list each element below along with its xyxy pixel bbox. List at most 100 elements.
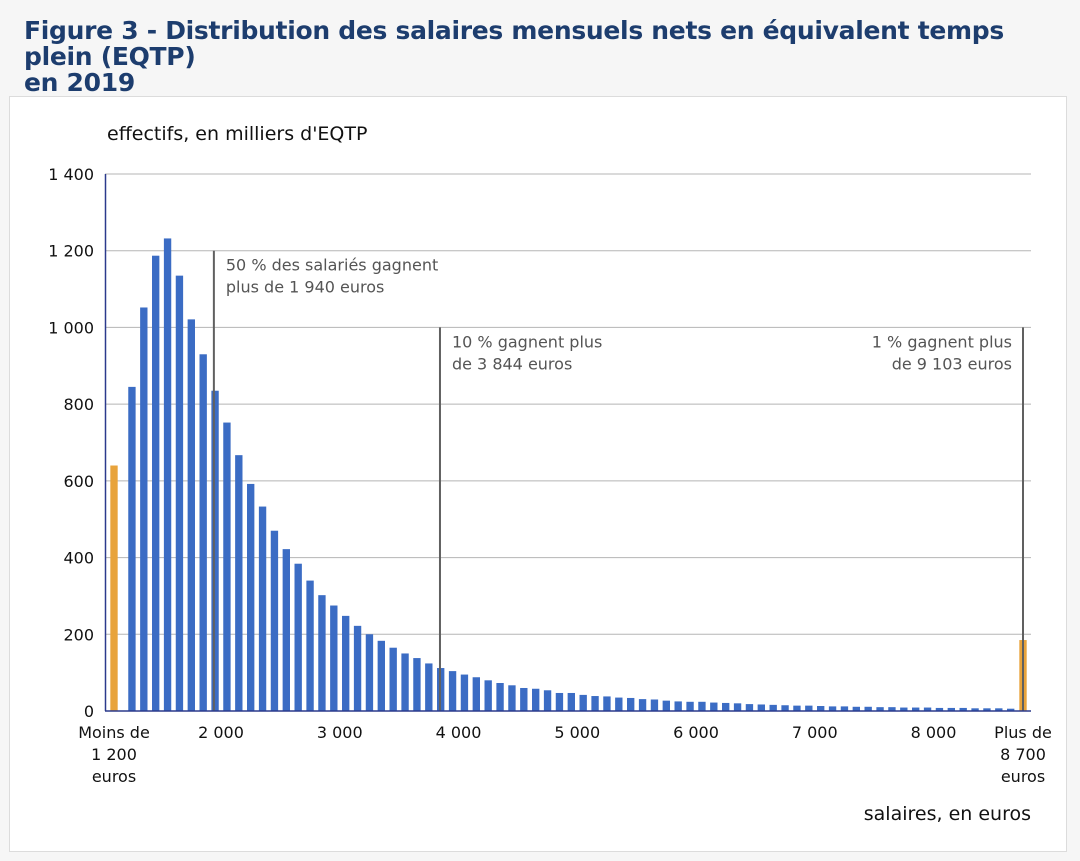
bar <box>520 687 528 711</box>
bar <box>235 455 243 711</box>
bar <box>864 706 872 711</box>
y-tick-labels: 0 200 400 600 800 1 000 1 200 1 400 <box>48 165 94 721</box>
title-line-1: Figure 3 - Distribution des salaires men… <box>24 16 1004 71</box>
bar <box>448 671 457 711</box>
bar <box>745 704 754 711</box>
bar <box>876 707 884 711</box>
bar <box>496 682 504 711</box>
bar <box>567 692 575 711</box>
bar <box>377 640 385 711</box>
bar <box>971 708 979 711</box>
x-axis-label: salaires, en euros <box>864 803 1031 825</box>
x-tick-label: 8 000 <box>911 723 957 742</box>
bar <box>722 702 730 711</box>
bar <box>674 701 682 711</box>
bar <box>852 706 860 711</box>
bar <box>342 615 350 711</box>
bar <box>603 696 611 711</box>
x-tick-label-low: Moins de <box>78 723 150 742</box>
bar <box>627 697 635 711</box>
bar <box>698 701 706 711</box>
bar <box>413 658 421 711</box>
bar <box>555 692 564 711</box>
bar <box>140 307 148 711</box>
y-tick-label: 1 400 <box>48 165 94 184</box>
bar <box>330 605 338 711</box>
bar <box>128 386 136 711</box>
bar <box>425 663 433 711</box>
bar <box>543 690 552 711</box>
bar <box>484 680 492 711</box>
x-tick-label: 5 000 <box>554 723 600 742</box>
x-tick-label: 2 000 <box>198 723 244 742</box>
bar <box>1007 708 1015 711</box>
reference-lines: 50 % des salariés gagnent plus de 1 940 e… <box>212 250 1024 711</box>
title-line-2: en 2019 <box>24 68 135 97</box>
bar <box>733 703 742 711</box>
annotation-text: plus de 1 940 euros <box>226 278 384 297</box>
bar <box>508 685 516 711</box>
bar <box>686 701 694 711</box>
annotation-text: 1 % gagnent plus <box>872 332 1012 351</box>
bar <box>460 674 469 711</box>
bar <box>223 422 231 711</box>
bar <box>318 595 326 711</box>
bar <box>247 483 255 711</box>
bar <box>983 708 991 711</box>
x-tick-labels: 2 000 3 000 4 000 5 000 6 000 7 000 8 000 Moins… <box>78 723 1052 786</box>
bar <box>615 697 623 711</box>
bar <box>817 706 825 711</box>
bars <box>110 238 1027 711</box>
y-tick-label: 600 <box>63 472 94 491</box>
bar <box>365 634 374 711</box>
bar <box>710 702 718 711</box>
bar <box>353 625 362 711</box>
bar <box>840 706 849 711</box>
bar <box>401 653 409 711</box>
y-tick-label: 1 200 <box>48 242 94 261</box>
page-title: Figure 3 - Distribution des salaires men… <box>24 18 1064 96</box>
bar <box>935 707 944 711</box>
bar <box>163 238 172 711</box>
y-tick-label: 200 <box>63 625 94 644</box>
x-tick-label-low: 1 200 <box>91 745 137 764</box>
bar <box>282 549 290 711</box>
bar <box>662 700 670 711</box>
bar <box>294 563 302 711</box>
bar <box>591 696 599 711</box>
bar <box>995 708 1003 711</box>
annotation-text: 10 % gagnent plus <box>452 332 602 351</box>
x-tick-label-high: Plus de <box>994 723 1052 742</box>
x-tick-label: 7 000 <box>792 723 838 742</box>
bar <box>923 707 932 711</box>
bar <box>912 707 920 711</box>
bar <box>258 506 267 711</box>
y-tick-label: 0 <box>84 702 94 721</box>
bar <box>199 354 207 711</box>
annotation-text: 50 % des salariés gagnent <box>226 256 438 275</box>
x-tick-label: 3 000 <box>317 723 363 742</box>
bar <box>947 707 955 711</box>
y-tick-label: 400 <box>63 549 94 568</box>
bar <box>389 647 397 711</box>
x-tick-label: 4 000 <box>436 723 482 742</box>
bar <box>781 705 789 711</box>
bar <box>828 706 837 711</box>
annotation-text: de 9 103 euros <box>892 354 1012 373</box>
bar <box>175 275 184 711</box>
bar <box>757 704 765 711</box>
bar <box>187 319 195 711</box>
x-tick-label-high: euros <box>1001 767 1045 786</box>
y-tick-label: 1 000 <box>48 318 94 337</box>
annotation-text: de 3 844 euros <box>452 354 572 373</box>
bar <box>900 707 908 711</box>
y-axis-label: effectifs, en milliers d'EQTP <box>107 123 367 145</box>
y-tick-label: 800 <box>63 395 94 414</box>
bar <box>888 707 896 711</box>
bar <box>579 694 587 711</box>
bar <box>959 707 967 711</box>
bar <box>306 580 314 711</box>
gridlines <box>105 173 1031 635</box>
bar <box>805 705 813 711</box>
